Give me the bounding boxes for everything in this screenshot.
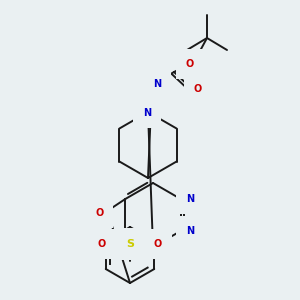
Text: N: N: [186, 226, 194, 236]
Text: O: O: [95, 208, 103, 218]
Text: N: N: [153, 79, 161, 89]
Text: O: O: [154, 239, 162, 249]
Text: S: S: [126, 239, 134, 249]
Text: N: N: [186, 194, 194, 204]
Text: N: N: [143, 108, 151, 118]
Text: O: O: [186, 59, 194, 69]
Text: O: O: [98, 239, 106, 249]
Text: H: H: [142, 79, 150, 89]
Text: O: O: [194, 84, 202, 94]
